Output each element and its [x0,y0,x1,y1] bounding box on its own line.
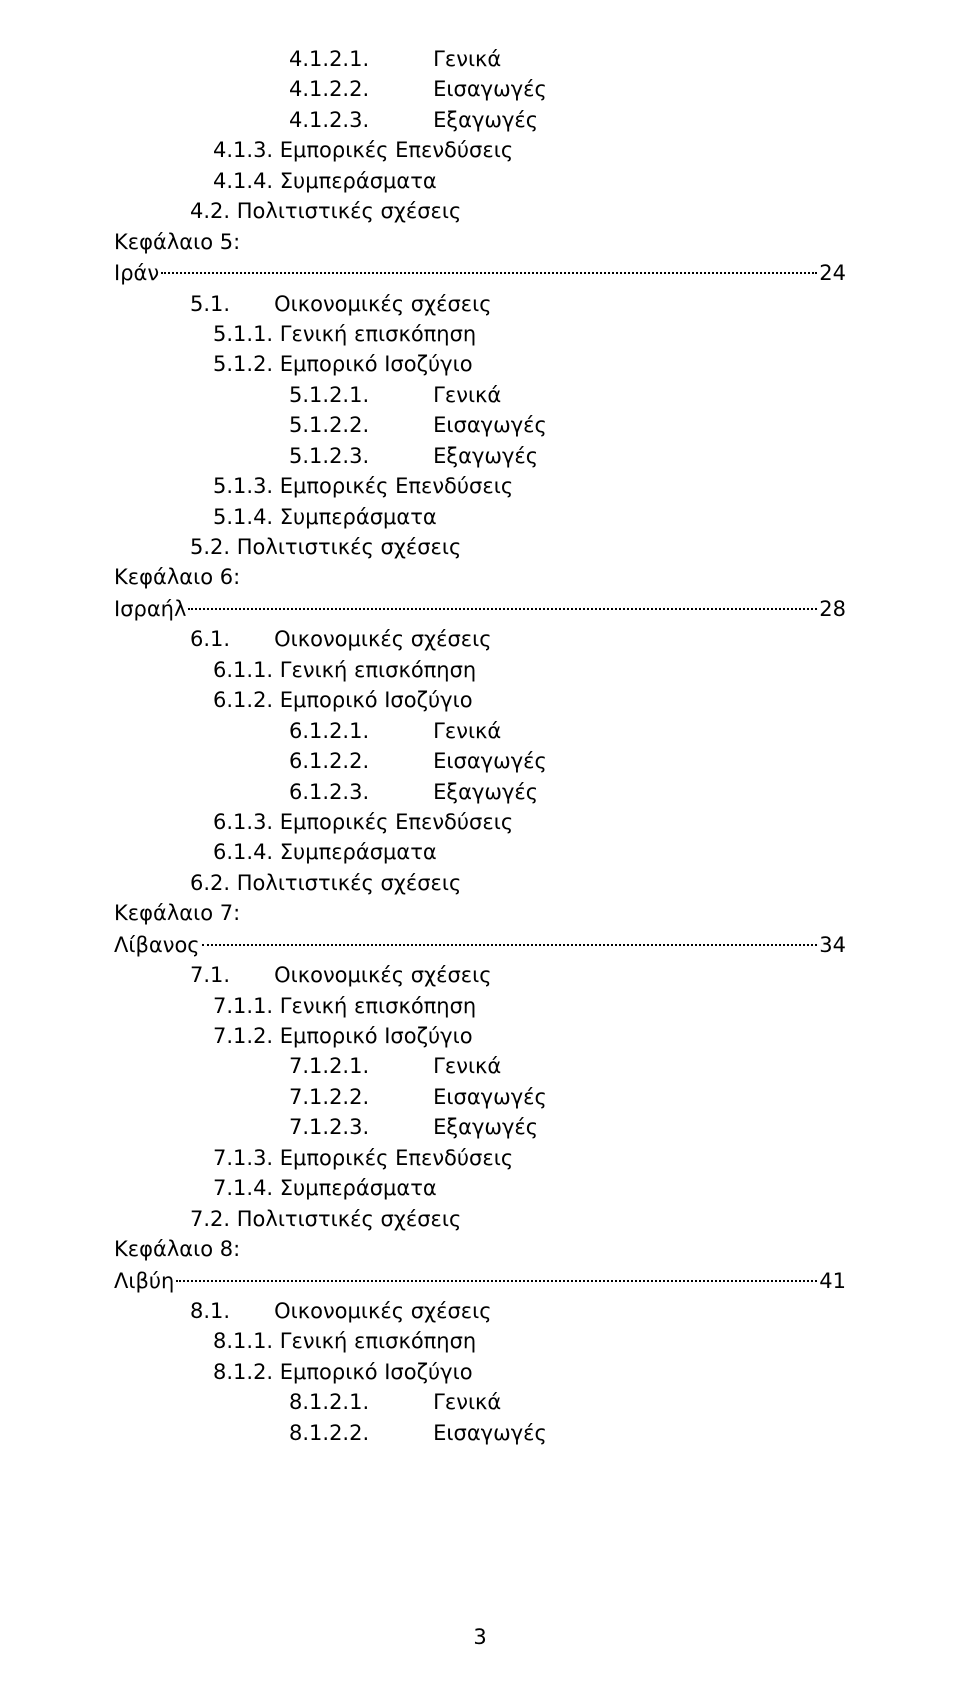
toc-line: 6.1.4. Συμπεράσματα [114,837,846,867]
toc-line: 7.2. Πολιτιστικές σχέσεις [114,1204,846,1234]
toc-line: Ισραήλ 28 [114,593,846,624]
toc-line: 7.1. Οικονομικές σχέσεις [114,960,846,990]
toc-text: Εισαγωγές [433,410,547,440]
toc-line: 5.2. Πολιτιστικές σχέσεις [114,532,846,562]
toc-line: 4.1.2.2. Εισαγωγές [114,74,846,104]
toc-text: 6.1. [190,624,230,654]
toc-page-ref: 41 [819,1266,846,1296]
toc-line: 5.1.1. Γενική επισκόπηση [114,319,846,349]
toc-text: Γενικά [433,380,501,410]
toc-text: 5.1. [190,289,230,319]
toc-line: 6.1.1. Γενική επισκόπηση [114,655,846,685]
toc-text: Γενικά [433,44,501,74]
toc-page-ref: 34 [819,930,846,960]
toc-text: Εξαγωγές [433,441,538,471]
toc-text: Οικονομικές σχέσεις [274,960,492,990]
toc-line: 7.1.1. Γενική επισκόπηση [114,991,846,1021]
toc-text: 7.1.2.2. [289,1082,369,1112]
toc-line: 8.1.2. Εμπορικό Ισοζύγιο [114,1357,846,1387]
toc-text: 7.1. [190,960,230,990]
toc-text: 5.1.2.3. [289,441,369,471]
toc-line: 5.1.2. Εμπορικό Ισοζύγιο [114,349,846,379]
toc-line: 7.1.2.2. Εισαγωγές [114,1082,846,1112]
toc-line: Λιβύη 41 [114,1265,846,1296]
toc-text: Οικονομικές σχέσεις [274,1296,492,1326]
toc-line: 5.1.2.3. Εξαγωγές [114,441,846,471]
toc-line-lead: Ισραήλ [114,594,186,624]
toc-text: 8.1.2.2. [289,1418,369,1448]
toc-text: 6.1.2.1. [289,716,369,746]
toc-text: 7.1.2.1. [289,1051,369,1081]
toc-line: 5.1.2.2. Εισαγωγές [114,410,846,440]
toc-line: 4.1.2.1. Γενικά [114,44,846,74]
toc-line: 4.1.2.3. Εξαγωγές [114,105,846,135]
toc-text: Εισαγωγές [433,746,547,776]
leader-dots [161,251,817,274]
toc-text: 8.1. [190,1296,230,1326]
toc-line: 5.1.2.1. Γενικά [114,380,846,410]
toc-line: 6.1.2. Εμπορικό Ισοζύγιο [114,685,846,715]
toc-text: Εισαγωγές [433,74,547,104]
leader-dots [176,1259,817,1282]
toc-text: 4.1.2.2. [289,74,369,104]
toc-text: 8.1.2.1. [289,1387,369,1417]
toc-line: 7.1.3. Εμπορικές Επενδύσεις [114,1143,846,1173]
toc-line-lead: Ιράν [114,258,159,288]
toc-text: Γενικά [433,1387,501,1417]
toc-line: 7.1.4. Συμπεράσματα [114,1173,846,1203]
toc-line: 4.1.3. Εμπορικές Επενδύσεις [114,135,846,165]
toc-text: 5.1.2.2. [289,410,369,440]
toc-text: Εισαγωγές [433,1082,547,1112]
toc-line: 6.2. Πολιτιστικές σχέσεις [114,868,846,898]
toc-line: 7.1.2. Εμπορικό Ισοζύγιο [114,1021,846,1051]
toc-line: Λίβανος 34 [114,929,846,960]
toc-line: 6.1.3. Εμπορικές Επενδύσεις [114,807,846,837]
toc-text: Εισαγωγές [433,1418,547,1448]
toc-line-lead: Λιβύη [114,1266,174,1296]
toc-line: 5.1.4. Συμπεράσματα [114,502,846,532]
toc-text: 4.1.2.1. [289,44,369,74]
toc-line: 6.1.2.1. Γενικά [114,716,846,746]
toc-text: Εξαγωγές [433,1112,538,1142]
toc-text: 5.1.2.1. [289,380,369,410]
toc-text: Οικονομικές σχέσεις [274,289,492,319]
page-number: 3 [0,1622,960,1652]
toc-line: 8.1.2.2. Εισαγωγές [114,1418,846,1448]
toc-line: 6.1.2.3. Εξαγωγές [114,777,846,807]
toc-text: 7.1.2.3. [289,1112,369,1142]
toc-line: 7.1.2.1. Γενικά [114,1051,846,1081]
toc-line: 5.1.3. Εμπορικές Επενδύσεις [114,471,846,501]
toc-line: Ιράν 24 [114,257,846,288]
toc-line: 4.2. Πολιτιστικές σχέσεις [114,196,846,226]
leader-dots [188,587,817,610]
toc-text: Γενικά [433,716,501,746]
toc-text: Γενικά [433,1051,501,1081]
toc-text: 6.1.2.2. [289,746,369,776]
toc-line: 5.1. Οικονομικές σχέσεις [114,289,846,319]
toc-text: 4.1.2.3. [289,105,369,135]
toc-text: 6.1.2.3. [289,777,369,807]
toc-page: 4.1.2.1. Γενικά 4.1.2.2. Εισαγωγές 4.1.2.3. Ε… [0,0,960,1448]
toc-line-lead: Λίβανος [114,930,200,960]
toc-page-ref: 28 [819,594,846,624]
toc-line: 4.1.4. Συμπεράσματα [114,166,846,196]
toc-line: 6.1.2.2. Εισαγωγές [114,746,846,776]
toc-line: 8.1.1. Γενική επισκόπηση [114,1326,846,1356]
leader-dots [202,923,818,946]
toc-line: 8.1.2.1. Γενικά [114,1387,846,1417]
toc-line: 8.1. Οικονομικές σχέσεις [114,1296,846,1326]
toc-line: 7.1.2.3. Εξαγωγές [114,1112,846,1142]
toc-line: 6.1. Οικονομικές σχέσεις [114,624,846,654]
toc-page-ref: 24 [819,258,846,288]
toc-text: Οικονομικές σχέσεις [274,624,492,654]
toc-text: Εξαγωγές [433,105,538,135]
toc-text: Εξαγωγές [433,777,538,807]
